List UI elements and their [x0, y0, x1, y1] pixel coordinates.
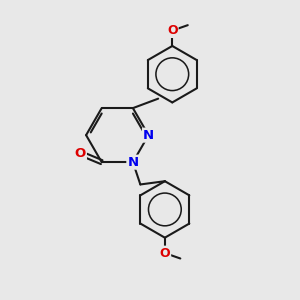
Text: O: O	[160, 247, 170, 260]
Text: N: N	[143, 129, 154, 142]
Text: O: O	[167, 24, 178, 37]
Text: O: O	[75, 147, 86, 160]
Text: N: N	[127, 156, 139, 169]
